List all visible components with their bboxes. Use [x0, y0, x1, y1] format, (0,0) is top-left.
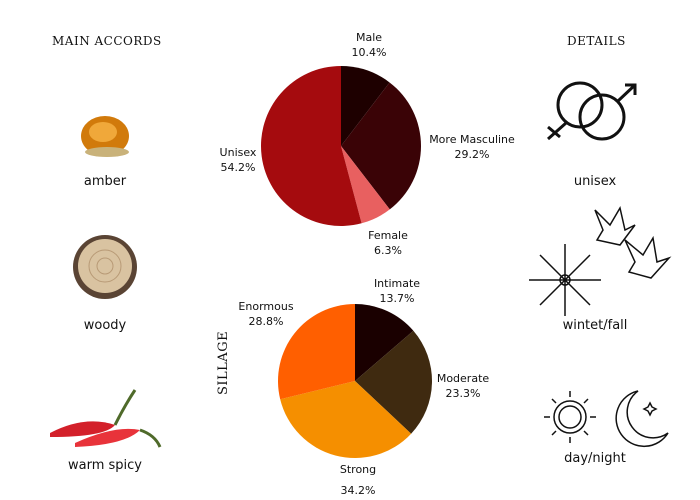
detail-label: wintet/fall	[562, 318, 628, 333]
slice-value: 23.3%	[445, 387, 481, 400]
slice-value: 6.3%	[374, 244, 402, 257]
slice-label: Male 10.4%	[352, 30, 387, 60]
slice-name: Strong	[339, 463, 377, 476]
amber-icon	[81, 116, 129, 157]
slice-value: 13.7%	[379, 292, 415, 305]
slice-label: Strong 34.2%	[340, 462, 376, 498]
pie-slice-intimate	[355, 304, 414, 381]
slice-name: Female	[368, 229, 408, 242]
slice-label: Female 6.3%	[368, 228, 408, 258]
slice-name: Unisex	[219, 146, 257, 159]
details-heading: DETAILS	[567, 34, 626, 48]
slice-value: 54.2%	[220, 161, 256, 174]
snowflake-leaves-icon	[529, 205, 672, 316]
main-accords-heading: MAIN ACCORDS	[52, 34, 162, 48]
slice-name: Male	[355, 31, 383, 44]
accord-label: woody	[83, 318, 127, 333]
chili-pepper-icon	[50, 389, 162, 448]
accord-label: warm spicy	[68, 458, 142, 473]
slice-label: More Masculine 29.2%	[429, 132, 515, 162]
pie-slice-strong	[280, 381, 412, 458]
sun-moon-icon	[544, 390, 669, 448]
slice-value: 28.8%	[248, 315, 284, 328]
slice-name: More Masculine	[429, 133, 515, 146]
pie-slice-moderate	[355, 330, 432, 434]
slice-value: 34.2%	[340, 484, 376, 497]
slice-name: Intimate	[373, 277, 421, 290]
slice-label: Enormous 28.8%	[238, 299, 293, 329]
pie-slice-enormous	[278, 304, 355, 400]
accord-label: amber	[83, 174, 127, 189]
slice-name: Enormous	[238, 300, 294, 313]
pie-slice-male	[341, 66, 390, 146]
slice-label: Moderate 23.3%	[437, 371, 489, 401]
pie-slice-more-masculine	[341, 82, 422, 210]
detail-label: day/night	[564, 451, 626, 466]
slice-value: 10.4%	[351, 46, 387, 59]
pie-slice-female	[341, 146, 390, 224]
slice-name: Moderate	[436, 372, 490, 385]
pie-slice-unisex	[260, 66, 362, 227]
gender-symbols-icon	[547, 81, 637, 141]
slice-label: Unisex 54.2%	[220, 145, 257, 175]
slice-label: Intimate 13.7%	[374, 276, 420, 306]
detail-label: unisex	[573, 174, 617, 189]
slice-value: 29.2%	[454, 148, 490, 161]
wood-slice-icon	[73, 235, 137, 299]
